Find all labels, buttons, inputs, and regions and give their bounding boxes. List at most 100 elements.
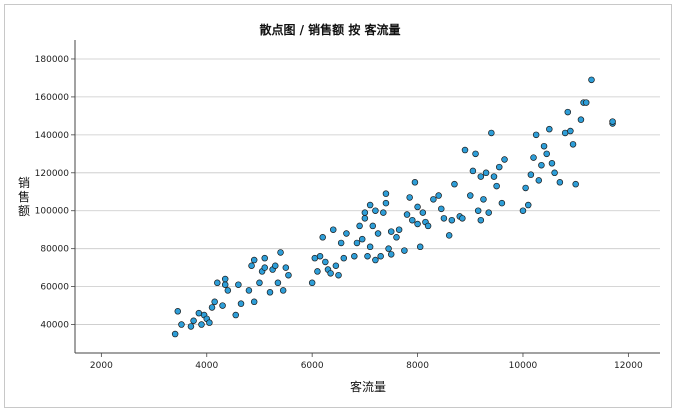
data-point [414,203,421,211]
data-point [387,228,395,235]
data-point [369,222,377,230]
data-point [272,262,279,269]
y-tick-label: 160000 [35,93,70,103]
data-point [469,167,477,175]
data-point [358,235,366,243]
data-point [382,199,390,207]
data-point [543,150,550,158]
data-point [327,270,334,277]
data-point [340,254,348,262]
x-tick-label: 10000 [509,361,538,371]
data-point [409,216,416,224]
data-point [498,199,506,207]
data-point [548,160,556,167]
data-point [361,209,369,216]
data-point [221,275,229,283]
data-point [335,271,342,279]
y-tick-label: 180000 [35,55,70,65]
data-point [472,150,479,158]
data-point [567,127,574,135]
data-point [440,215,448,222]
data-point [451,180,458,188]
data-point [459,215,466,222]
data-point [416,243,424,251]
data-point [485,209,492,216]
data-point [382,190,390,197]
data-point [232,311,239,319]
data-point [445,232,453,239]
data-point [524,201,532,209]
x-tick-label: 8000 [406,361,429,371]
data-point [274,279,282,287]
data-point [609,118,616,125]
data-point [530,154,537,161]
data-point [569,141,577,148]
x-axis-title: 客流量 [350,379,386,394]
data-point [285,271,292,279]
data-point [250,298,258,306]
data-point [477,216,485,224]
data-points [171,76,616,338]
data-point [256,279,263,287]
data-point [438,205,445,213]
data-point [493,182,500,190]
data-point [551,169,558,177]
data-point [461,146,469,154]
data-point [477,173,485,180]
data-point [522,184,529,192]
data-point [261,264,268,271]
x-tick-label: 2000 [90,361,113,371]
y-axis-title-char: 销 [18,176,30,190]
data-point [435,192,442,199]
data-point [374,230,382,237]
data-point [380,209,387,216]
chart-frame [4,4,672,408]
data-point [430,196,437,203]
y-tick-label: 40000 [40,321,69,331]
data-point [221,281,229,288]
data-point [532,131,540,139]
data-point [308,279,316,287]
data-point [480,196,487,203]
data-point [337,239,345,247]
data-point [419,209,427,216]
x-tick-label: 12000 [614,361,643,371]
data-point [582,99,590,106]
data-point [282,264,290,271]
data-point [501,156,508,163]
data-point [527,171,535,178]
data-point [467,192,474,199]
data-point [219,302,226,309]
data-point [366,201,374,209]
y-axis-title-char: 售 [18,189,30,204]
data-point [406,194,413,201]
data-point [364,253,371,260]
data-point [403,211,411,218]
data-point [319,234,326,241]
x-tick-label: 4000 [195,361,218,371]
data-point [488,129,495,137]
data-point [322,258,329,266]
data-point [248,262,255,269]
data-point [329,226,337,233]
y-axis-title: 销售额 [18,176,30,218]
data-point [535,177,543,184]
data-point [496,163,503,171]
data-point [245,287,253,294]
data-point [279,287,287,294]
data-point [482,169,490,177]
data-point [332,262,340,269]
data-point [366,243,374,251]
data-point [237,300,245,307]
data-point [540,142,548,150]
data-point [351,253,358,260]
data-point [361,215,369,222]
data-point [266,289,274,296]
data-point [190,317,197,325]
data-point [393,234,400,241]
grid-lines [75,58,660,325]
data-point [372,256,379,264]
y-tick-label: 120000 [35,169,70,179]
data-point [414,220,421,228]
